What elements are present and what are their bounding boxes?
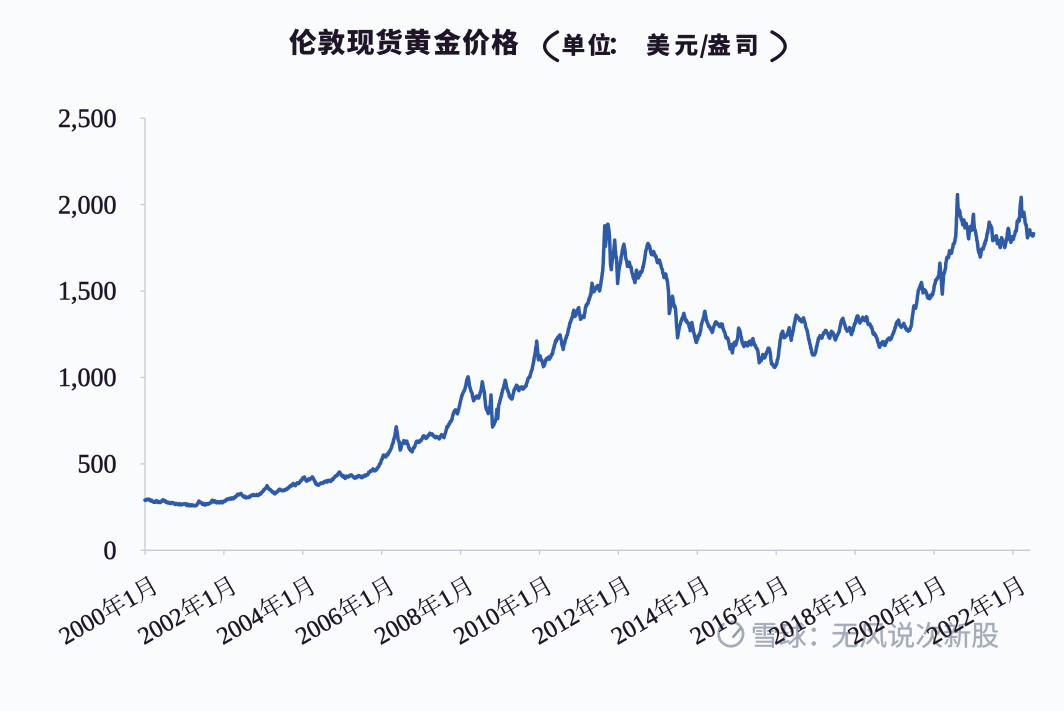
svg-text:2,000: 2,000 bbox=[58, 190, 117, 219]
svg-text:0: 0 bbox=[104, 536, 117, 565]
svg-text:500: 500 bbox=[78, 450, 117, 479]
svg-text:2,500: 2,500 bbox=[58, 104, 117, 133]
svg-text:1,000: 1,000 bbox=[58, 363, 117, 392]
svg-text:1,500: 1,500 bbox=[58, 277, 117, 306]
